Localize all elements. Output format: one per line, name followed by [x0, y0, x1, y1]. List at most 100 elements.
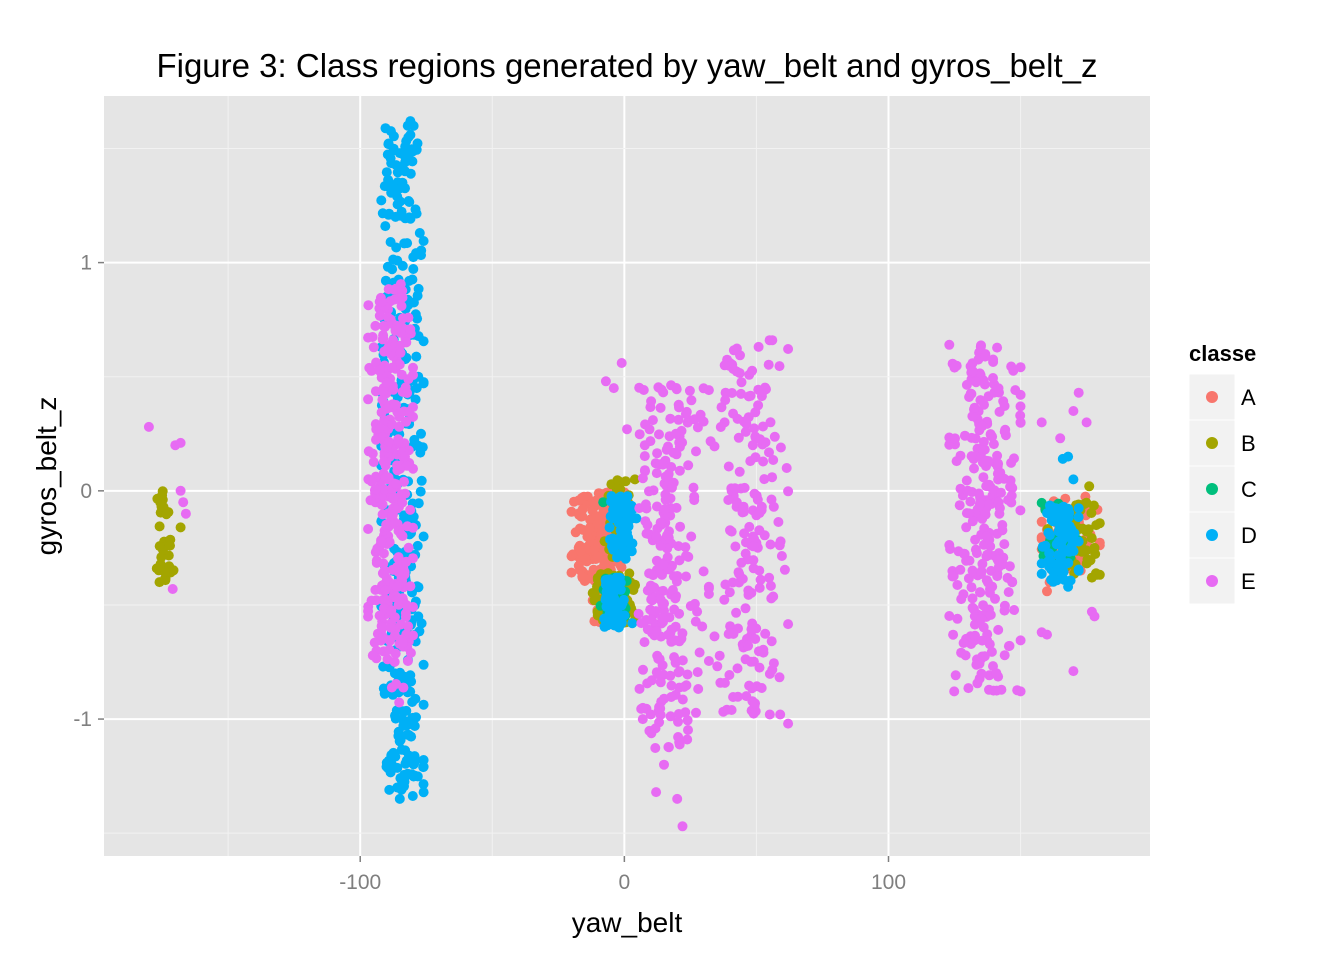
point-E	[395, 619, 406, 630]
point-D	[418, 378, 429, 389]
point-D	[625, 508, 636, 519]
point-E	[765, 580, 776, 591]
point-D	[380, 275, 391, 286]
point-E	[980, 351, 991, 362]
point-D	[381, 167, 392, 178]
point-E	[660, 494, 671, 505]
point-E	[178, 497, 189, 508]
point-E	[703, 385, 714, 396]
point-E	[754, 662, 765, 673]
point-D	[601, 618, 612, 629]
point-E	[397, 292, 408, 303]
point-D	[400, 758, 411, 769]
point-D	[418, 659, 429, 670]
point-A	[592, 552, 603, 563]
legend-label-B: B	[1241, 431, 1256, 456]
point-E	[378, 386, 389, 397]
point-E	[658, 387, 669, 398]
point-E	[674, 666, 685, 677]
point-E	[963, 683, 974, 694]
legend-swatch-B	[1206, 437, 1218, 449]
point-E	[1012, 685, 1023, 696]
point-E	[728, 345, 739, 356]
point-E	[677, 655, 688, 666]
point-E	[689, 414, 700, 425]
point-E	[991, 685, 1002, 696]
point-D	[394, 793, 405, 804]
point-E	[988, 373, 998, 383]
point-D	[615, 577, 626, 588]
point-E	[748, 555, 759, 566]
point-E	[715, 422, 726, 432]
point-E	[659, 504, 670, 515]
point-E	[396, 301, 407, 311]
point-D	[418, 236, 429, 246]
point-E	[783, 344, 794, 354]
point-A	[584, 523, 595, 534]
point-E	[644, 424, 655, 435]
point-D	[408, 264, 419, 274]
point-E	[378, 548, 389, 559]
point-D	[384, 784, 395, 795]
point-E	[640, 499, 651, 510]
point-E	[954, 500, 965, 511]
point-D	[402, 120, 413, 131]
point-E	[363, 394, 374, 405]
y-axis-ticks: -1 0 1	[73, 252, 104, 731]
point-E	[999, 539, 1010, 550]
point-C	[1036, 497, 1047, 508]
point-E	[644, 486, 654, 497]
point-E	[1036, 417, 1047, 428]
point-D	[1064, 531, 1075, 542]
point-E	[779, 564, 790, 575]
point-E	[1003, 587, 1014, 598]
point-E	[671, 384, 682, 395]
point-E	[634, 683, 645, 694]
point-D	[386, 759, 397, 770]
point-B	[154, 521, 165, 532]
point-E	[383, 472, 394, 483]
point-E	[682, 669, 693, 680]
point-E	[950, 433, 960, 444]
point-E	[959, 430, 970, 441]
point-D	[1046, 515, 1057, 526]
point-A	[567, 549, 578, 560]
point-D	[1073, 565, 1084, 576]
point-E	[402, 388, 413, 398]
point-A	[573, 560, 584, 571]
point-E	[665, 711, 676, 722]
point-E	[988, 354, 999, 365]
point-A	[594, 514, 605, 525]
point-D	[1036, 568, 1047, 579]
point-E	[374, 310, 385, 321]
point-E	[399, 476, 409, 487]
point-E	[384, 635, 395, 646]
point-E	[763, 359, 774, 370]
point-E	[673, 732, 684, 742]
point-E	[960, 650, 971, 661]
point-E	[752, 494, 763, 505]
point-E	[681, 406, 692, 417]
point-E	[748, 541, 759, 552]
legend-label-E: E	[1241, 569, 1256, 594]
point-E	[398, 313, 408, 324]
point-E	[720, 579, 731, 590]
point-E	[1015, 401, 1026, 412]
point-D	[418, 699, 429, 710]
point-E	[969, 402, 980, 413]
point-E	[981, 531, 992, 542]
point-E	[736, 377, 747, 388]
point-E	[723, 495, 734, 505]
point-D	[403, 196, 414, 206]
point-D	[396, 775, 407, 786]
point-E	[646, 594, 657, 605]
point-E	[758, 647, 769, 658]
point-E	[750, 634, 761, 644]
point-D	[398, 706, 409, 717]
point-E	[651, 787, 662, 798]
point-D	[622, 527, 632, 538]
point-E	[143, 421, 154, 432]
point-E	[674, 402, 684, 413]
point-D	[407, 274, 418, 285]
point-D	[418, 787, 429, 798]
